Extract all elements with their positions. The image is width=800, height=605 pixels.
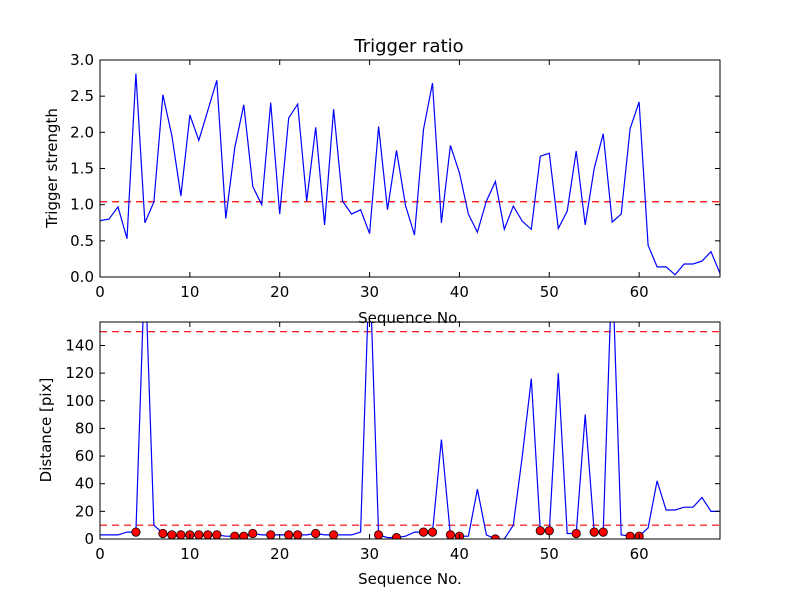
- top-y-tick-label: 2.5: [70, 87, 94, 105]
- top-clipped-content: [100, 73, 720, 276]
- top-y-tick-label: 1.0: [70, 196, 94, 214]
- bottom-x-tick-label: 30: [360, 545, 379, 563]
- bottom-x-tick-label: 60: [630, 545, 649, 563]
- bottom-ticks: 0 10 20 30 40 50 60 0 20 40 60 80 100 120 140: [65, 322, 720, 563]
- bottom-marker-point: [571, 528, 581, 539]
- trigger-ratio-panel: Trigger ratio 0 10 20 30 40 50 60 0.0 0.5 1.0 1.5 2…: [43, 36, 721, 327]
- bottom-y-tick-label: 140: [65, 336, 94, 354]
- top-series-line: [100, 73, 720, 276]
- bottom-x-tick-label: 50: [540, 545, 559, 563]
- top-x-tick-label: 20: [270, 283, 289, 301]
- bottom-marker-point: [427, 527, 438, 537]
- bottom-y-tick-label: 0: [84, 530, 94, 548]
- bottom-marker-point: [284, 530, 294, 539]
- bottom-marker-point: [329, 530, 339, 539]
- top-ticks: 0 10 20 30 40 50 60 0.0 0.5 1.0 1.5 2.0 2.5 3.0: [70, 51, 720, 301]
- bottom-marker-point: [293, 530, 303, 539]
- top-x-tick-label: 10: [180, 283, 199, 301]
- bottom-marker-point: [176, 530, 186, 539]
- top-x-tick-label: 60: [630, 283, 649, 301]
- bottom-y-axis-label: Distance [pix]: [37, 378, 55, 483]
- distance-panel: 0 10 20 30 40 50 60 0 20 40 60 80 100 120 140 Sequence…: [37, 321, 721, 588]
- top-y-tick-label: 2.0: [70, 123, 94, 141]
- bottom-x-tick-label: 40: [450, 545, 469, 563]
- top-y-tick-label: 3.0: [70, 51, 94, 69]
- bottom-x-tick-label: 0: [95, 545, 105, 563]
- bottom-marker-point: [391, 533, 402, 539]
- top-x-tick-label: 30: [360, 283, 379, 301]
- top-x-axis-label: Sequence No.: [358, 309, 462, 327]
- bottom-marker-point: [544, 526, 554, 536]
- bottom-y-tick-label: 120: [65, 364, 94, 382]
- bottom-marker-point: [230, 531, 240, 539]
- bottom-marker-point: [589, 527, 599, 537]
- chart-title: Trigger ratio: [353, 36, 463, 57]
- bottom-clipped-content: [100, 322, 720, 539]
- bottom-marker-point: [248, 528, 258, 539]
- bottom-marker-point: [158, 528, 168, 539]
- bottom-y-tick-label: 60: [75, 447, 94, 465]
- bottom-y-tick-label: 80: [75, 419, 94, 437]
- top-y-tick-label: 1.5: [70, 160, 94, 178]
- bottom-y-tick-label: 20: [75, 502, 94, 520]
- bottom-marker-point: [598, 527, 608, 537]
- bottom-marker-point: [212, 530, 222, 539]
- bottom-marker-point: [535, 526, 545, 536]
- bottom-marker-point: [194, 530, 204, 539]
- bottom-marker-point: [625, 531, 635, 539]
- top-y-tick-label: 0.5: [70, 232, 94, 250]
- top-x-tick-label: 0: [95, 283, 105, 301]
- bottom-plot-area: [100, 322, 720, 539]
- top-plot-area: [100, 73, 720, 276]
- top-x-tick-label: 40: [450, 283, 469, 301]
- bottom-marker-point: [418, 527, 429, 537]
- bottom-x-tick-label: 10: [180, 545, 199, 563]
- bottom-x-axis-label: Sequence No.: [358, 570, 462, 588]
- top-x-tick-label: 50: [540, 283, 559, 301]
- top-y-tick-label: 0.0: [70, 268, 94, 286]
- bottom-marker-point: [167, 530, 177, 539]
- bottom-y-tick-label: 100: [65, 392, 94, 410]
- bottom-axes-frame: [99, 321, 721, 540]
- top-y-axis-label: Trigger strength: [43, 108, 61, 229]
- bottom-x-tick-label: 20: [270, 545, 289, 563]
- bottom-marker-point: [203, 530, 213, 539]
- bottom-y-tick-label: 40: [75, 475, 94, 493]
- bottom-marker-point: [131, 527, 141, 537]
- bottom-marker-point: [239, 531, 249, 539]
- bottom-marker-point: [311, 528, 321, 539]
- bottom-marker-point: [373, 530, 384, 539]
- bottom-marker-point: [445, 530, 456, 539]
- bottom-marker-point: [266, 530, 276, 539]
